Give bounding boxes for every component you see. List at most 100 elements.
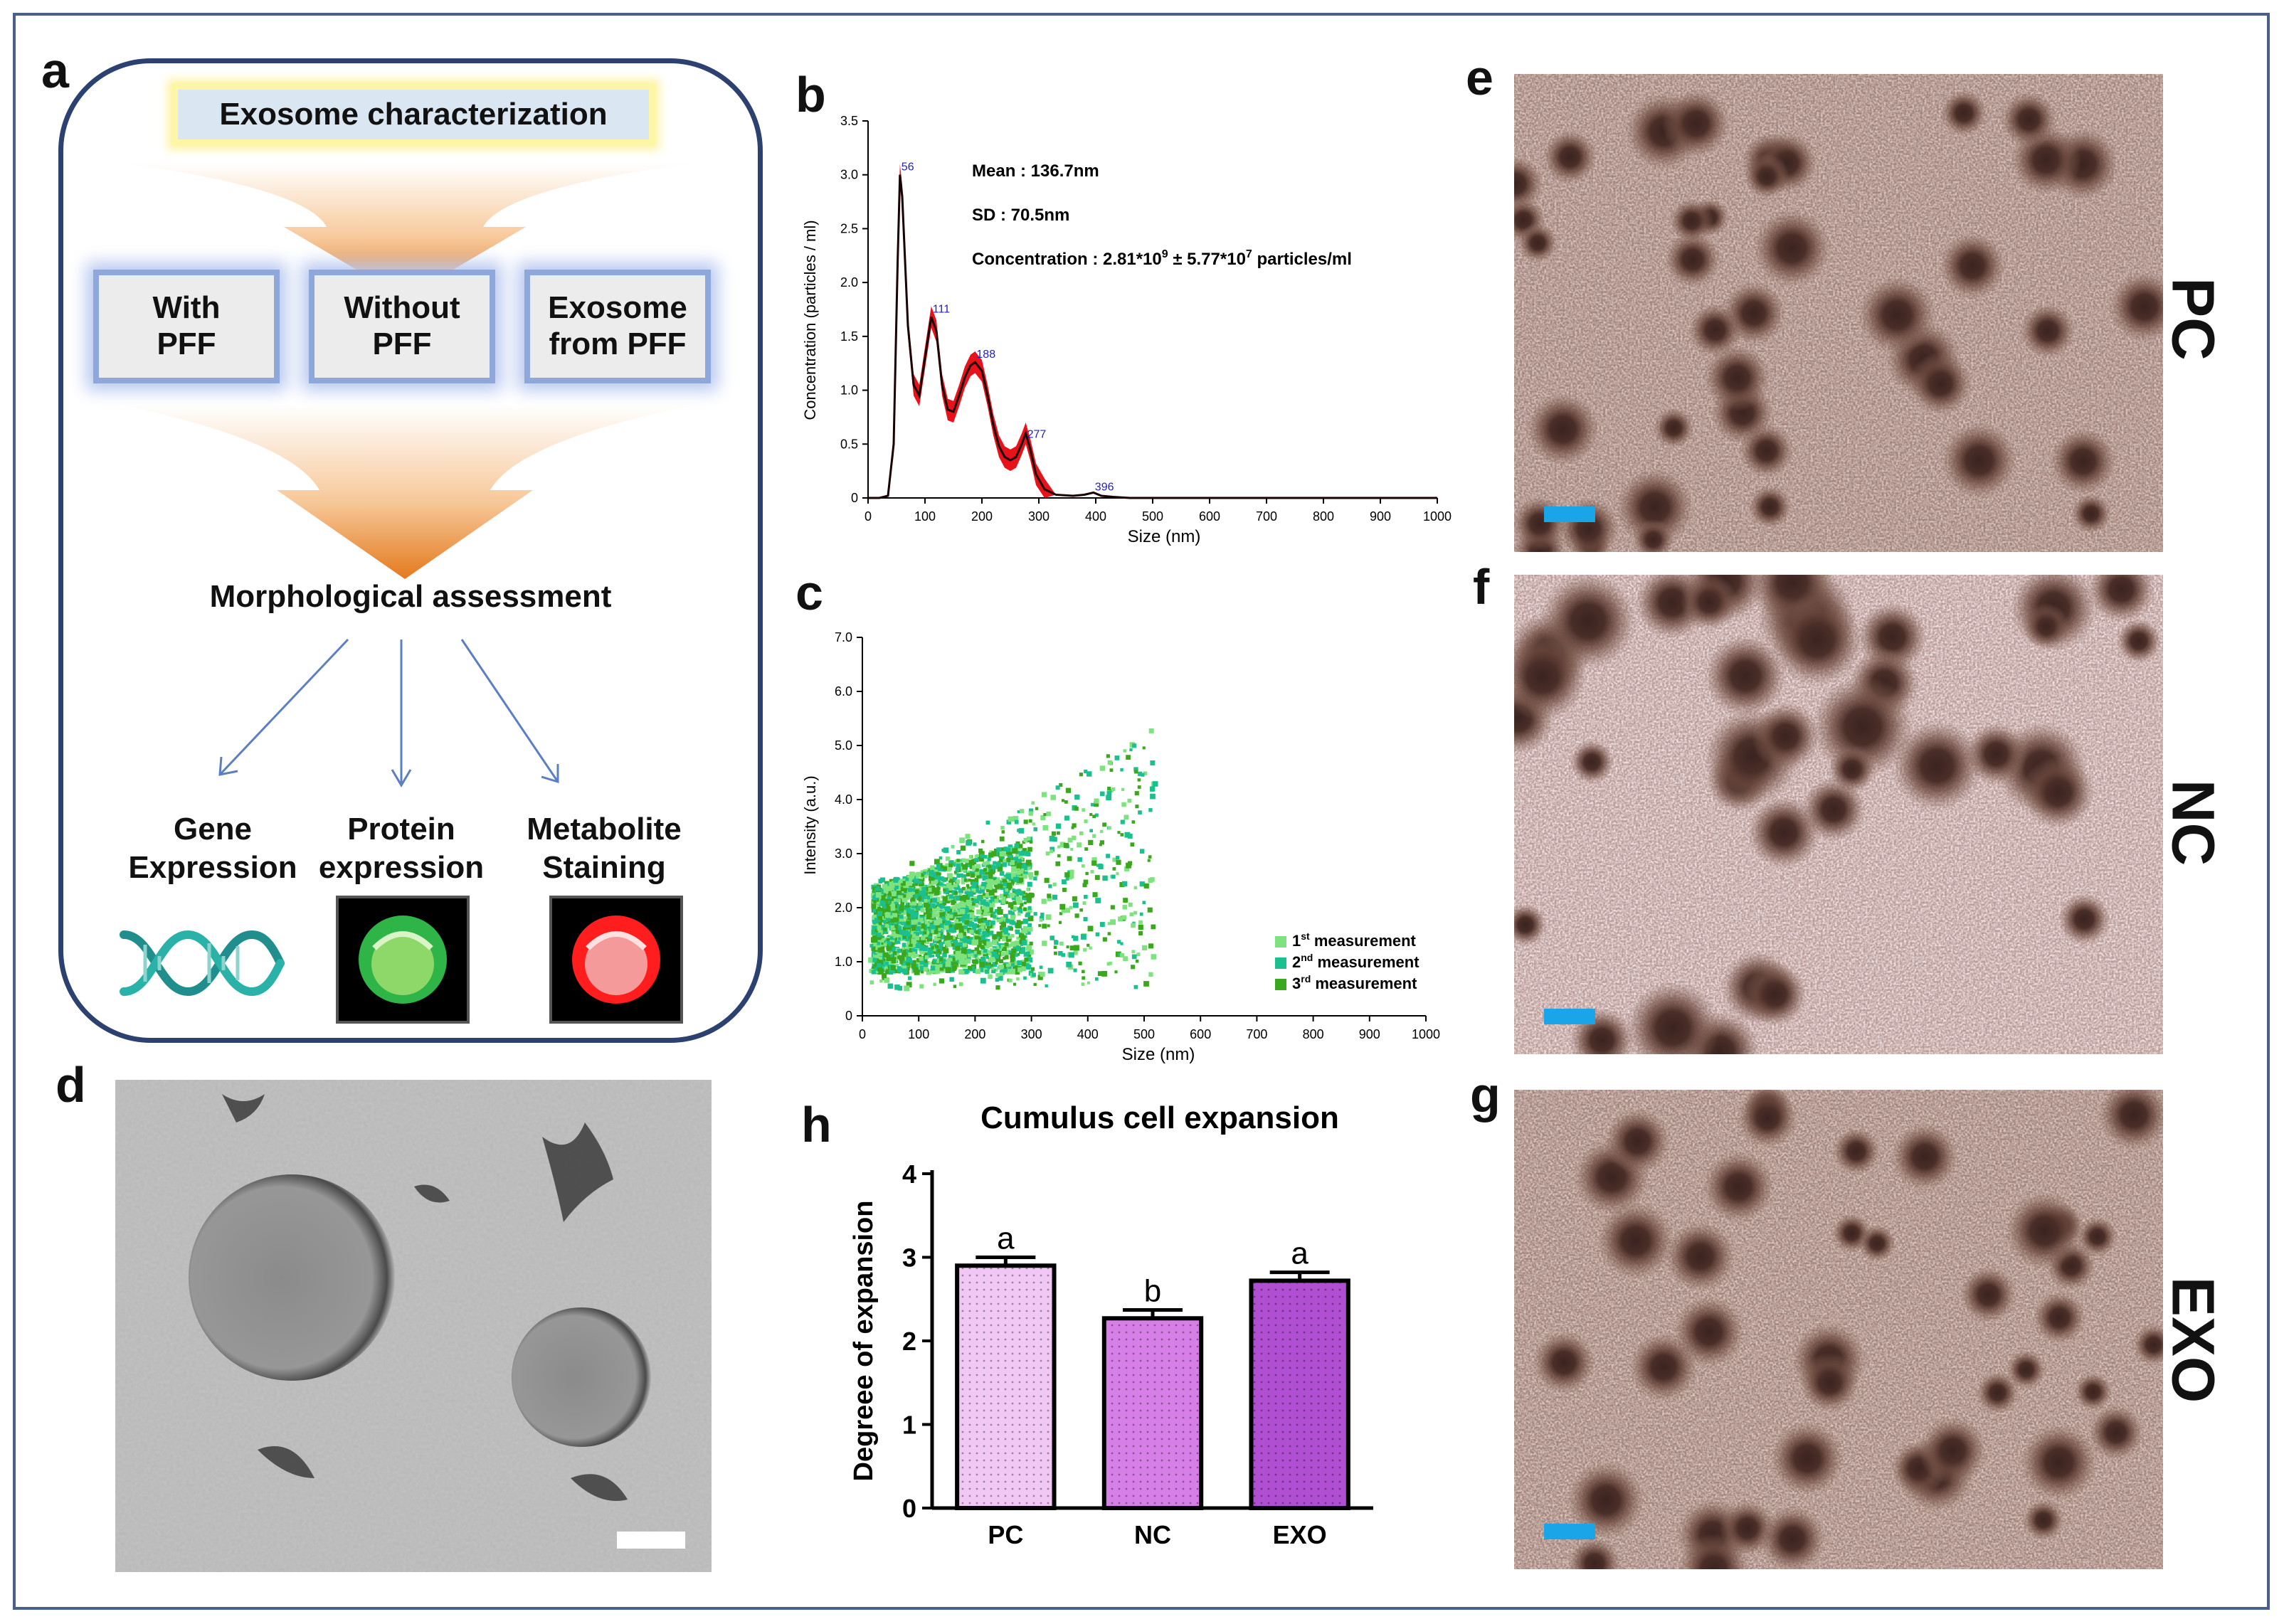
scatter-point (1015, 896, 1021, 902)
scatter-point (990, 920, 995, 925)
cumulus-oocyte-complex (1744, 154, 1789, 199)
scatter-point (957, 960, 961, 964)
scatter-point (958, 921, 962, 925)
y-tick-label: 0 (851, 491, 858, 505)
scatter-point (1019, 856, 1024, 861)
x-tick-label: 300 (1021, 1027, 1042, 1041)
scatter-point (1150, 760, 1156, 765)
scatter-point (935, 925, 941, 930)
scatter-point (948, 927, 955, 933)
scatter-point (921, 873, 926, 877)
scatter-point (919, 891, 924, 896)
scatter-point (1044, 878, 1050, 883)
mean-line (868, 174, 1437, 499)
scatter-point (991, 967, 995, 970)
scatter-point (1038, 924, 1042, 928)
scatter-point (869, 968, 874, 973)
scatter-point (926, 896, 931, 900)
scatter-point (1069, 945, 1075, 951)
cumulus-oocyte-complex (1533, 1331, 1596, 1394)
scatter-point (909, 881, 913, 886)
scatter-point (951, 943, 955, 947)
scatter-point (906, 917, 911, 923)
scatter-point (961, 948, 967, 954)
x-tick-label: 500 (1142, 509, 1163, 524)
scatter-point (1116, 859, 1121, 865)
scatter-point (877, 952, 882, 958)
scatter-point (956, 859, 961, 863)
scatter-point (966, 899, 971, 906)
scatter-point (890, 903, 896, 908)
scatter-point (888, 946, 892, 950)
scale-bar (1544, 1009, 1595, 1024)
scatter-point (934, 859, 940, 865)
scatter-point (930, 923, 936, 930)
scatter-point (969, 915, 976, 921)
scatter-point (1066, 945, 1069, 949)
scatter-point (888, 922, 892, 925)
scatter-point (1000, 847, 1005, 851)
scatter-point (1007, 933, 1010, 936)
scatter-point (980, 925, 985, 930)
scatter-point (889, 879, 894, 884)
scatter-point (971, 873, 976, 878)
scatter-point (936, 864, 941, 869)
scatter-point (999, 918, 1003, 923)
legend-swatch (1275, 936, 1286, 948)
scatter-point (1149, 786, 1156, 792)
scatter-point (1131, 950, 1136, 954)
scatter-point (899, 906, 904, 911)
scatter-point (1142, 901, 1146, 905)
scatter-point (872, 925, 877, 931)
scatter-point (909, 948, 913, 952)
scatter-point (1047, 967, 1054, 974)
scatter-point (967, 864, 971, 868)
scatter-point (889, 915, 894, 919)
scatter-point (889, 970, 894, 975)
legend-swatch (1275, 979, 1286, 990)
scatter-point (1109, 768, 1114, 773)
scatter-point (1106, 790, 1112, 796)
scatter-point (1028, 811, 1033, 816)
scatter-point (1148, 972, 1153, 977)
scatter-point (975, 904, 979, 908)
scatter-point (999, 836, 1005, 842)
cumulus-oocyte-complex (2088, 575, 2155, 623)
scatter-point (901, 910, 906, 916)
scatter-point (1000, 965, 1005, 969)
scatter-point (1015, 940, 1020, 945)
scatter-point (961, 925, 964, 929)
scatter-point (973, 924, 977, 928)
scatter-point (914, 964, 919, 967)
scatter-point (978, 931, 981, 935)
scatter-point (882, 976, 887, 981)
scatter-point (1012, 965, 1018, 970)
scatter-point (1096, 864, 1100, 867)
scatter-point (998, 883, 1003, 888)
scatter-point (936, 907, 941, 912)
scatter-point (1011, 911, 1015, 916)
scatter-point (920, 908, 925, 913)
scatter-point (1000, 825, 1005, 830)
scatter-point (884, 977, 890, 983)
scatter-point (976, 864, 981, 869)
scatter-point (1069, 869, 1074, 874)
assay-gene-expression: Gene Expression (128, 812, 297, 885)
cumulus-oocyte-complex (1743, 962, 1807, 1026)
scatter-point (948, 886, 953, 891)
scatter-point (1007, 943, 1012, 948)
panel-label-e: e (1466, 50, 1493, 105)
scatter-point (935, 964, 941, 970)
scatter-point (1037, 975, 1043, 980)
scatter-point (1116, 872, 1119, 876)
scatter-point (904, 927, 909, 933)
scatter-point (1066, 961, 1072, 967)
scatter-point (915, 954, 919, 957)
scatter-point (962, 894, 968, 901)
scatter-point (920, 970, 924, 974)
scatter-point (878, 879, 883, 883)
scatter-point (1089, 813, 1093, 817)
scatter-point (970, 952, 974, 957)
scatter-point (883, 917, 888, 922)
scatter-point (931, 929, 936, 934)
